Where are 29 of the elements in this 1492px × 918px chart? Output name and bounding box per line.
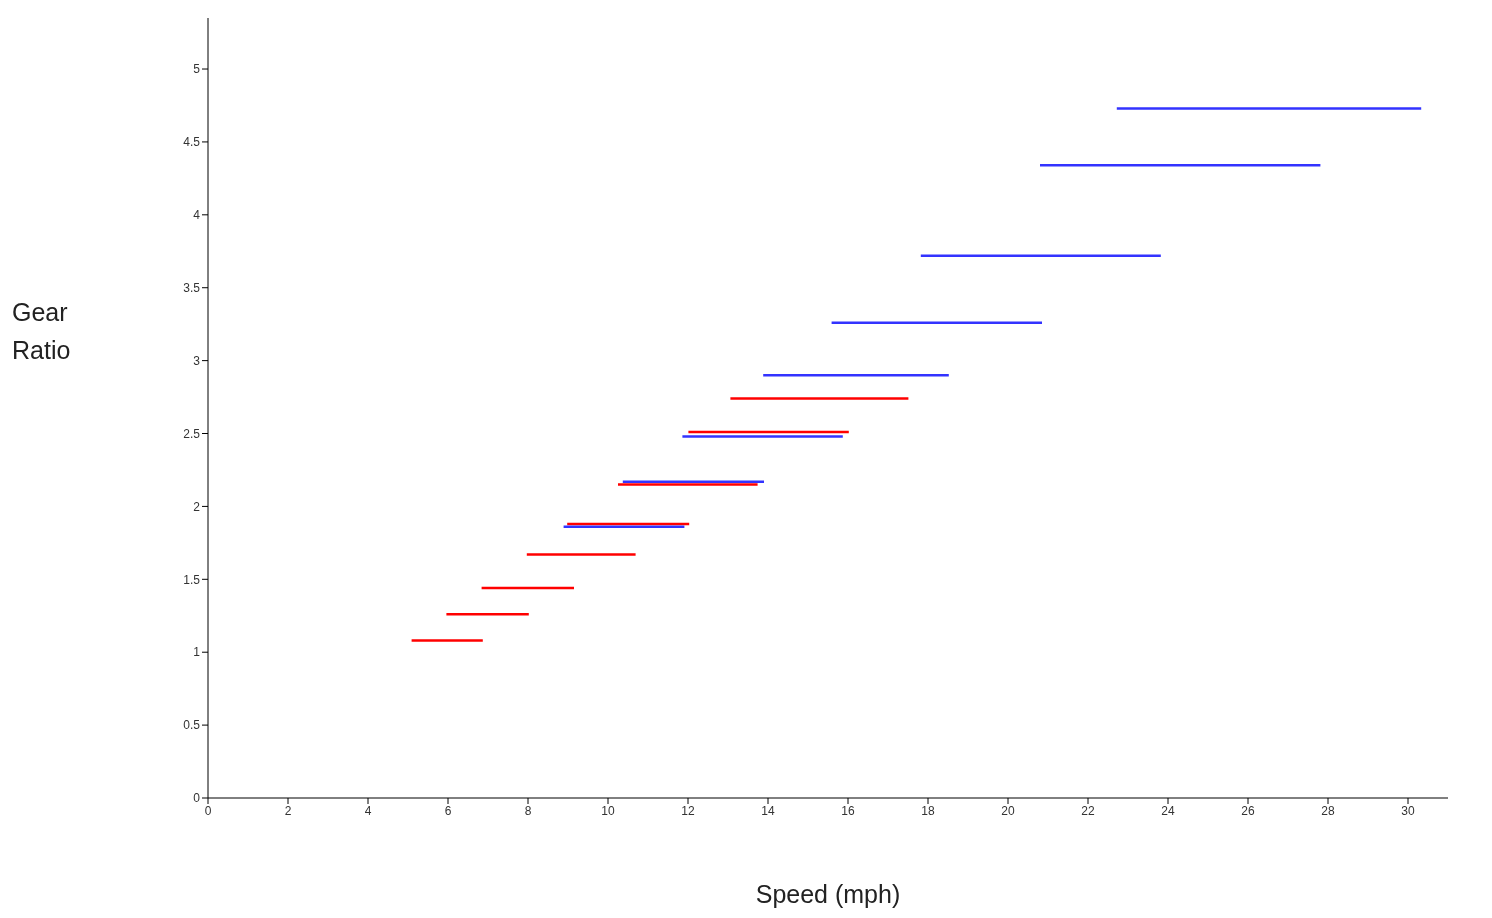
x-tick-label: 2 (284, 803, 292, 818)
y-tick-label: 0 (193, 791, 201, 806)
x-tick-label: 22 (1081, 803, 1095, 818)
y-tick-label: 5 (193, 62, 201, 77)
x-tick-label: 14 (761, 803, 775, 818)
y-axis-title: Gear Ratio (12, 297, 72, 366)
x-tick-label: 4 (364, 803, 372, 818)
y-tick-label: 4.5 (183, 135, 201, 150)
x-tick-label: 12 (681, 803, 695, 818)
x-tick-label: 26 (1241, 803, 1255, 818)
x-tick-label: 16 (841, 803, 855, 818)
y-tick-label: 2.5 (183, 426, 201, 441)
y-tick-label: 1 (193, 645, 201, 660)
x-tick-label: 0 (204, 803, 212, 818)
x-tick-label: 20 (1001, 803, 1015, 818)
y-tick-label: 3 (193, 353, 201, 368)
x-tick-label: 28 (1321, 803, 1335, 818)
y-tick-label: 3.5 (183, 280, 201, 295)
y-tick-label: 0.5 (183, 718, 201, 733)
x-tick-label: 10 (601, 803, 615, 818)
y-tick-label: 1.5 (183, 572, 201, 587)
x-tick-label: 6 (444, 803, 452, 818)
x-tick-label: 18 (921, 803, 935, 818)
x-tick-label: 8 (524, 803, 532, 818)
x-tick-label: 30 (1401, 803, 1415, 818)
x-axis-title: Speed (mph) (755, 880, 901, 908)
y-tick-label: 2 (193, 499, 201, 514)
x-tick-label: 24 (1161, 803, 1175, 818)
y-tick-label: 4 (193, 208, 201, 223)
